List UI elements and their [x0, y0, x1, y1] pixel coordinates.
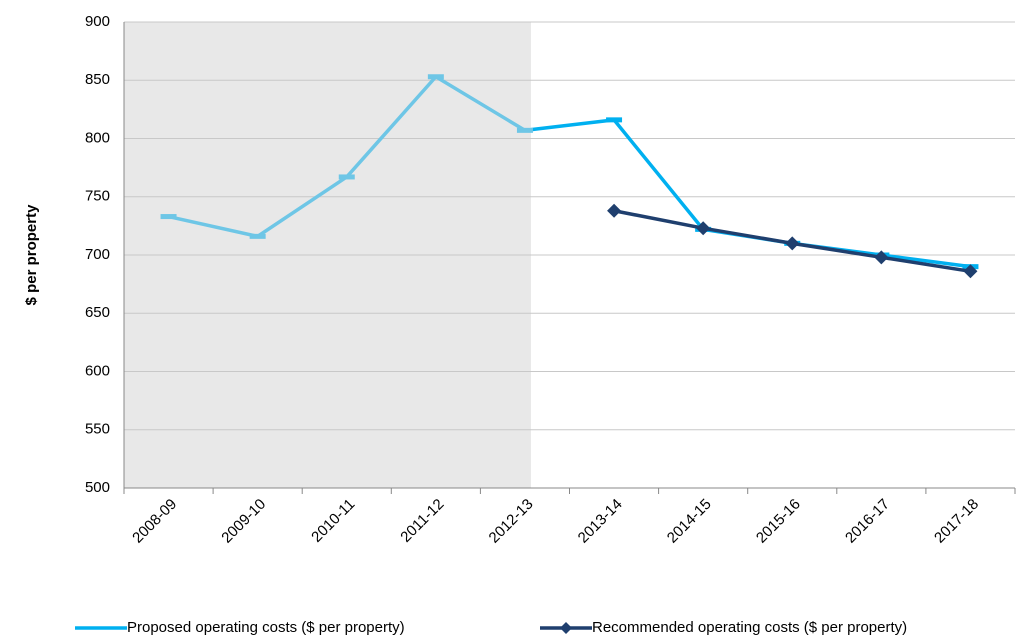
x-tick-label: 2010-11 — [308, 496, 358, 546]
marker — [785, 236, 800, 251]
y-tick-label: 800 — [85, 129, 110, 146]
y-tick-label: 850 — [85, 71, 110, 88]
x-tick-label: 2011-12 — [397, 496, 447, 546]
y-tick-label: 750 — [85, 188, 110, 205]
x-tick-label: 2012-13 — [486, 496, 537, 547]
marker — [607, 203, 622, 218]
legend-marker — [560, 622, 572, 634]
x-tick-label: 2016-17 — [842, 496, 893, 547]
y-tick-label: 650 — [85, 304, 110, 321]
y-tick-label: 500 — [85, 479, 110, 496]
marker — [516, 127, 533, 133]
y-tick-label: 700 — [85, 246, 110, 263]
marker — [696, 221, 711, 236]
x-tick-label: 2014-15 — [664, 496, 715, 547]
y-tick-label: 900 — [85, 13, 110, 30]
y-axis-label: $ per property — [23, 204, 40, 306]
y-tick-label: 600 — [85, 362, 110, 379]
x-tick-label: 2008-09 — [129, 496, 180, 547]
x-tick-label: 2009-10 — [218, 496, 269, 547]
marker — [874, 250, 889, 265]
legend-label: Proposed operating costs ($ per property… — [127, 619, 405, 636]
marker — [606, 117, 623, 123]
line — [524, 118, 971, 269]
legend-label: Recommended operating costs ($ per prope… — [592, 619, 907, 636]
y-tick-label: 550 — [85, 421, 110, 438]
marker — [963, 264, 978, 279]
x-tick-label: 2013-14 — [575, 496, 626, 547]
marker — [427, 74, 444, 80]
marker — [249, 233, 266, 239]
marker — [338, 174, 355, 180]
x-tick-label: 2015-16 — [753, 496, 804, 547]
x-tick-label: 2017-18 — [931, 496, 982, 547]
marker — [160, 214, 177, 220]
